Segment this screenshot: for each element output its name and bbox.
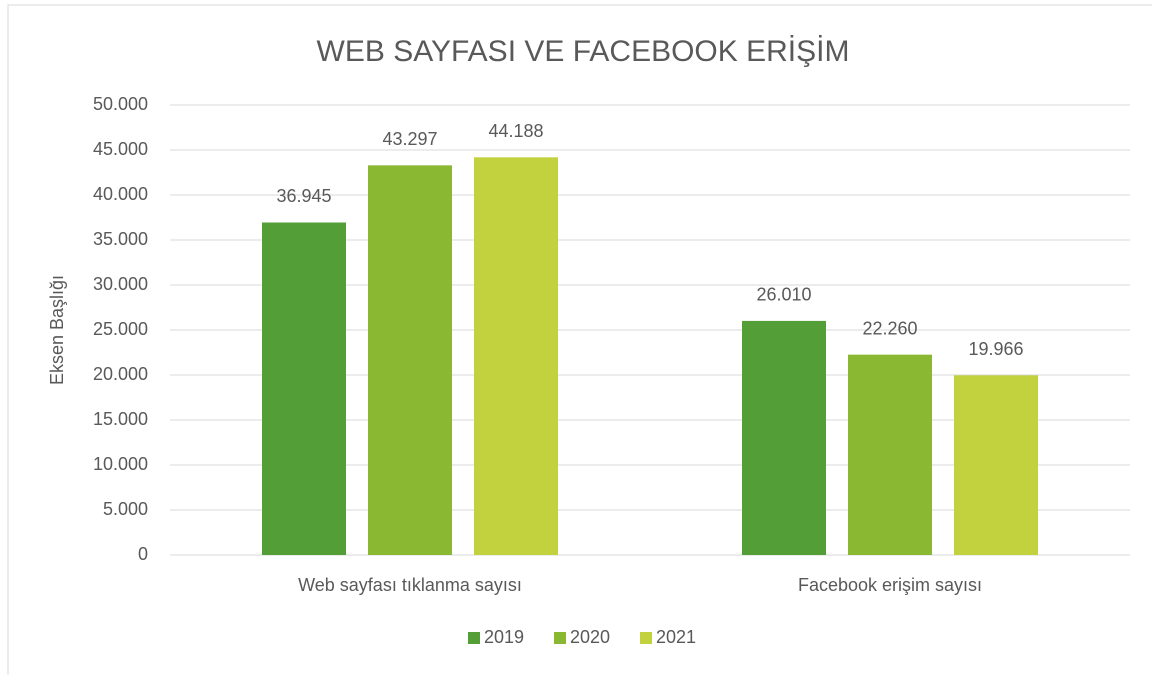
y-axis-title: Eksen Başlığı: [47, 275, 67, 385]
y-tick-label: 35.000: [93, 229, 148, 249]
y-tick-label: 5.000: [103, 499, 148, 519]
data-label: 22.260: [862, 318, 917, 338]
chart-border: [7, 4, 1152, 675]
data-label: 44.188: [488, 121, 543, 141]
y-tick-label: 10.000: [93, 454, 148, 474]
x-tick-label: Facebook erişim sayısı: [798, 575, 982, 595]
bar: [848, 354, 932, 555]
bar: [954, 375, 1038, 555]
y-tick-label: 40.000: [93, 184, 148, 204]
legend-swatch: [468, 632, 480, 644]
legend-label: 2019: [484, 627, 524, 647]
y-tick-label: 15.000: [93, 409, 148, 429]
y-tick-label: 25.000: [93, 319, 148, 339]
y-tick-label: 45.000: [93, 139, 148, 159]
bar: [474, 157, 558, 556]
y-tick-label: 20.000: [93, 364, 148, 384]
y-tick-label: 30.000: [93, 274, 148, 294]
legend-swatch: [640, 632, 652, 644]
legend-label: 2021: [656, 627, 696, 647]
chart-title: WEB SAYFASI VE FACEBOOK ERİŞİM: [317, 35, 850, 68]
bar: [262, 222, 346, 555]
legend-swatch: [554, 632, 566, 644]
bar: [742, 320, 826, 555]
legend-label: 2020: [570, 627, 610, 647]
x-tick-label: Web sayfası tıklanma sayısı: [298, 575, 522, 595]
data-label: 19.966: [968, 339, 1023, 359]
bar: [368, 165, 452, 555]
data-label: 43.297: [382, 129, 437, 149]
y-tick-label: 0: [138, 544, 148, 564]
data-label: 36.945: [276, 186, 331, 206]
data-label: 26.010: [756, 285, 811, 305]
y-tick-label: 50.000: [93, 94, 148, 114]
